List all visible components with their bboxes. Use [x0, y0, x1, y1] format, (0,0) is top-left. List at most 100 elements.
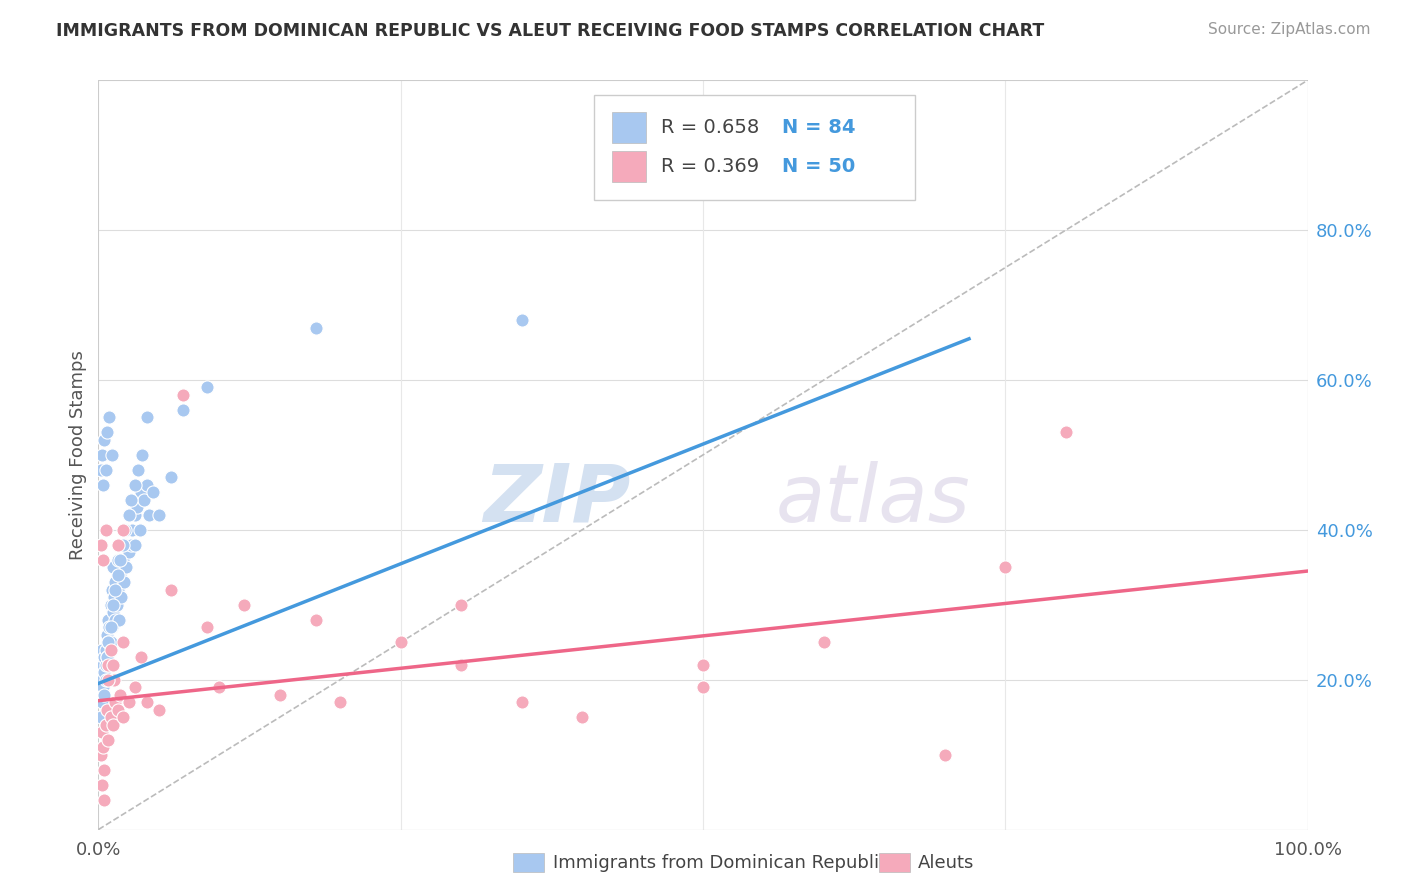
Point	[100, 598, 122, 612]
Point	[104, 613, 127, 627]
Point	[94, 657, 117, 672]
Text: N = 50: N = 50	[782, 157, 855, 176]
Point	[115, 560, 138, 574]
Point	[96, 628, 118, 642]
Point	[118, 508, 141, 522]
Point	[129, 485, 152, 500]
Y-axis label: Receiving Food Stamps: Receiving Food Stamps	[69, 350, 87, 560]
Point	[91, 778, 114, 792]
Text: IMMIGRANTS FROM DOMINICAN REPUBLIC VS ALEUT RECEIVING FOOD STAMPS CORRELATION CH: IMMIGRANTS FROM DOMINICAN REPUBLIC VS AL…	[56, 22, 1045, 40]
Point	[91, 695, 114, 709]
Point	[813, 635, 835, 649]
Point	[305, 613, 328, 627]
Point	[110, 591, 132, 605]
Point	[96, 703, 118, 717]
Point	[100, 620, 122, 634]
Point	[93, 665, 115, 680]
Point	[91, 448, 114, 462]
Point	[96, 650, 118, 665]
Bar	[613, 151, 647, 182]
Point	[97, 635, 120, 649]
Point	[90, 747, 112, 762]
Point	[91, 680, 114, 694]
Point	[208, 680, 231, 694]
Point	[98, 620, 121, 634]
Point	[94, 463, 117, 477]
Point	[91, 740, 114, 755]
Point	[127, 463, 149, 477]
Point	[124, 508, 146, 522]
Point	[90, 710, 112, 724]
Point	[111, 553, 134, 567]
Point	[108, 567, 131, 582]
Point	[121, 523, 143, 537]
Point	[195, 620, 218, 634]
Point	[100, 448, 122, 462]
Point	[510, 695, 533, 709]
Text: N = 84: N = 84	[782, 118, 855, 137]
Text: ZIP: ZIP	[484, 461, 630, 539]
Point	[135, 410, 157, 425]
Point	[120, 538, 142, 552]
Point	[148, 703, 170, 717]
Point	[124, 478, 146, 492]
Point	[98, 657, 121, 672]
Point	[129, 650, 152, 665]
Point	[103, 591, 125, 605]
Text: R = 0.658: R = 0.658	[661, 118, 759, 137]
Point	[124, 538, 146, 552]
Point	[97, 673, 120, 687]
Point	[104, 695, 127, 709]
Point	[91, 478, 114, 492]
Point	[108, 553, 131, 567]
Point	[195, 380, 218, 394]
Point	[571, 710, 593, 724]
Point	[114, 538, 136, 552]
Point	[97, 732, 120, 747]
Point	[94, 642, 117, 657]
Point	[148, 508, 170, 522]
Point	[994, 560, 1017, 574]
Text: R = 0.369: R = 0.369	[661, 157, 759, 176]
Point	[124, 680, 146, 694]
Point	[91, 680, 114, 694]
Point	[450, 657, 472, 672]
Point	[107, 538, 129, 552]
Point	[101, 560, 124, 574]
Point	[127, 500, 149, 515]
Point	[131, 448, 153, 462]
Text: Aleuts: Aleuts	[918, 854, 974, 871]
Point	[93, 650, 115, 665]
Point	[692, 657, 714, 672]
Point	[94, 523, 117, 537]
Point	[128, 523, 150, 537]
Point	[1054, 425, 1077, 440]
Point	[934, 747, 956, 762]
Point	[96, 425, 118, 440]
Point	[160, 470, 183, 484]
Point	[118, 695, 141, 709]
Point	[104, 582, 127, 597]
Point	[90, 538, 112, 552]
Point	[93, 433, 115, 447]
Point	[111, 523, 134, 537]
Point	[97, 613, 120, 627]
Point	[97, 657, 120, 672]
Point	[269, 688, 291, 702]
Point	[111, 538, 134, 552]
Point	[94, 673, 117, 687]
Point	[98, 410, 121, 425]
Point	[107, 567, 129, 582]
Point	[118, 508, 141, 522]
Point	[101, 598, 124, 612]
Point	[91, 642, 114, 657]
Point	[329, 695, 352, 709]
Point	[692, 680, 714, 694]
Point	[118, 545, 141, 559]
Point	[107, 582, 129, 597]
Point	[172, 403, 194, 417]
Point	[111, 710, 134, 724]
Point	[135, 478, 157, 492]
Point	[105, 598, 128, 612]
Point	[305, 320, 328, 334]
